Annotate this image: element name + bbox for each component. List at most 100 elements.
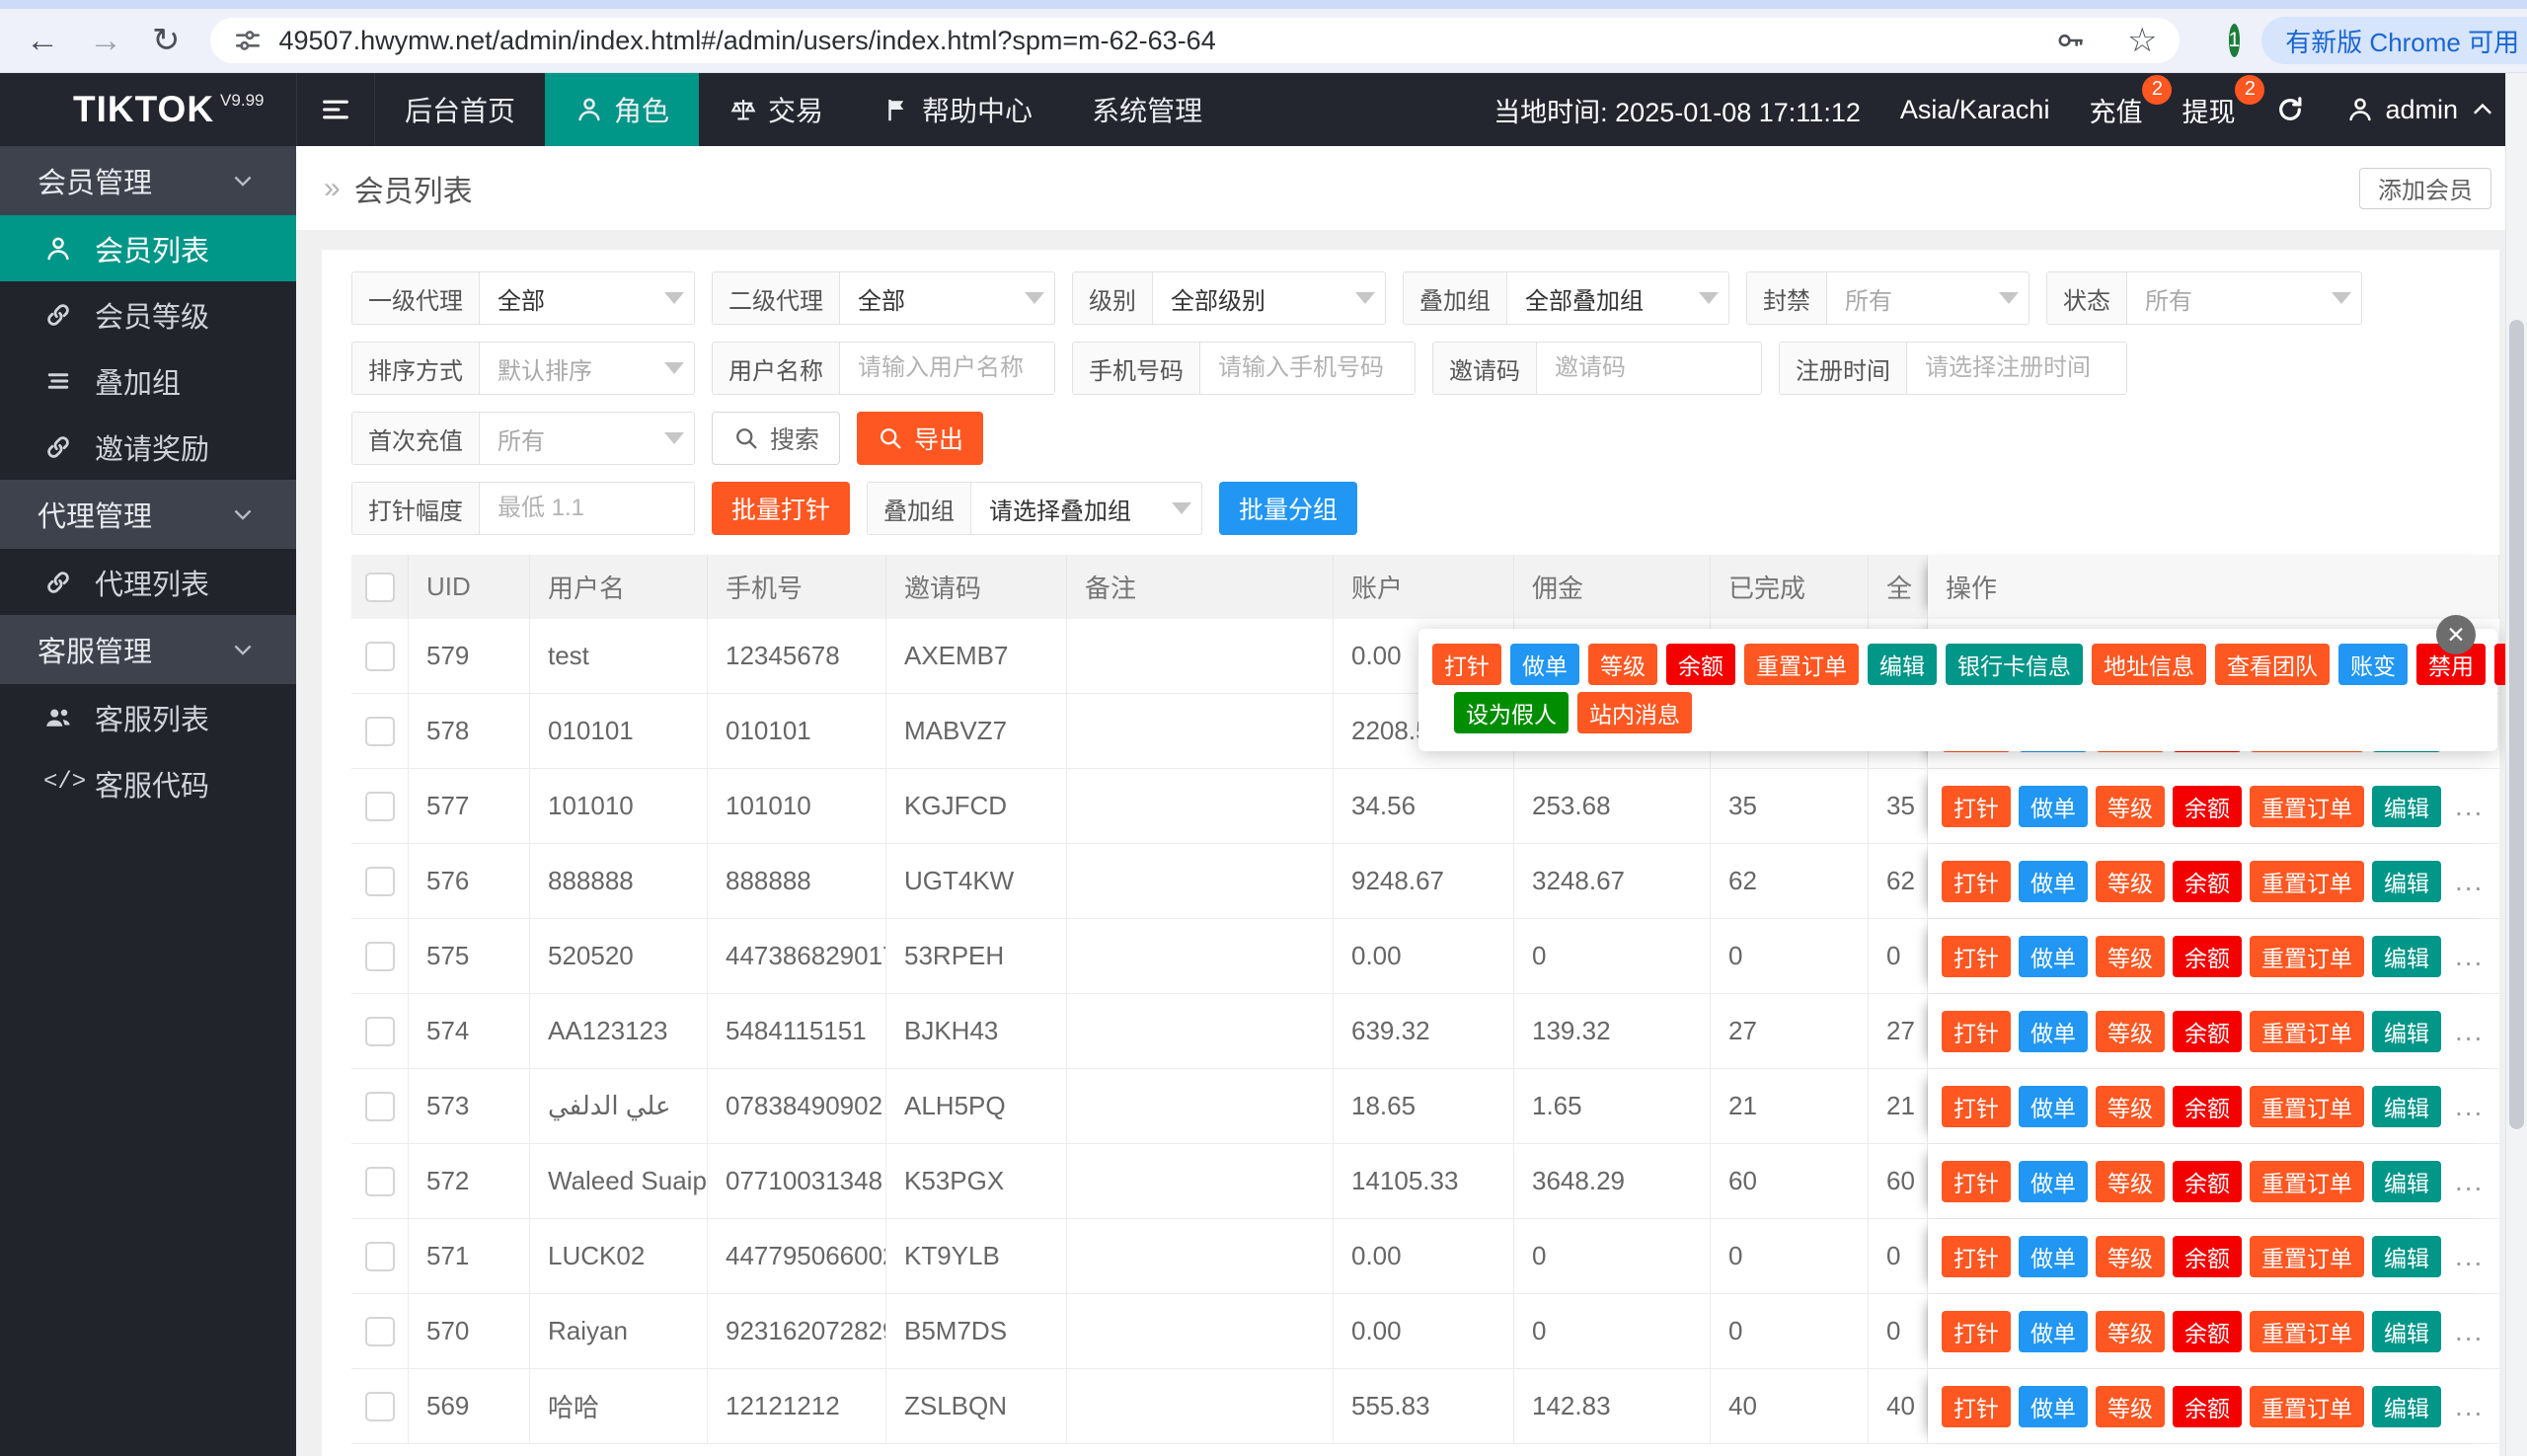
row-action-balance[interactable]: 余额 xyxy=(2173,935,2242,977)
row-action-inject[interactable]: 打针 xyxy=(1942,1010,2011,1052)
recharge-link[interactable]: 充值 2 xyxy=(2089,74,2173,129)
nav-item-home[interactable]: 后台首页 xyxy=(375,73,545,146)
row-action-make-order[interactable]: 做单 xyxy=(2019,785,2088,827)
popup-action-site-message[interactable]: 站内消息 xyxy=(1577,692,1692,733)
nav-item-trade[interactable]: 交易 xyxy=(699,73,853,146)
password-key-icon[interactable] xyxy=(2054,24,2088,57)
row-checkbox[interactable] xyxy=(364,1316,395,1346)
row-checkbox[interactable] xyxy=(364,866,395,896)
row-action-inject[interactable]: 打针 xyxy=(1942,785,2011,827)
row-more-button[interactable]: ... xyxy=(2455,1390,2485,1421)
row-action-level[interactable]: 等级 xyxy=(2096,785,2165,827)
chrome-update-pill[interactable]: 有新版 Chrome 可用 ⋮ xyxy=(2261,17,2527,64)
row-action-inject[interactable]: 打针 xyxy=(1942,1310,2011,1352)
row-action-make-order[interactable]: 做单 xyxy=(2019,1010,2088,1052)
nav-item-help-center[interactable]: 帮助中心 xyxy=(853,73,1062,146)
row-action-edit[interactable]: 编辑 xyxy=(2372,935,2441,977)
close-icon[interactable]: ✕ xyxy=(2436,615,2476,654)
stack-group-assign-select[interactable]: 请选择叠加组 xyxy=(971,483,1201,534)
row-action-make-order[interactable]: 做单 xyxy=(2019,1310,2088,1352)
level-2-agent-select[interactable]: 全部 xyxy=(840,272,1054,324)
row-action-reset-orders[interactable]: 重置订单 xyxy=(2250,785,2364,827)
inject-range-input[interactable] xyxy=(480,483,694,534)
popup-action-address-info[interactable]: 地址信息 xyxy=(2092,644,2206,685)
row-action-inject[interactable]: 打针 xyxy=(1942,860,2011,902)
row-more-button[interactable]: ... xyxy=(2455,1165,2485,1196)
row-action-level[interactable]: 等级 xyxy=(2096,935,2165,977)
select-all-checkbox[interactable] xyxy=(364,572,395,602)
popup-action-inject[interactable]: 打针 xyxy=(1432,644,1501,685)
back-button[interactable]: ← xyxy=(26,22,59,59)
popup-action-level[interactable]: 等级 xyxy=(1588,644,1657,685)
row-more-button[interactable]: ... xyxy=(2455,1315,2485,1346)
row-action-inject[interactable]: 打针 xyxy=(1942,1085,2011,1127)
sidebar-item-member-list[interactable]: 会员列表 xyxy=(0,215,296,281)
row-action-edit[interactable]: 编辑 xyxy=(2372,1235,2441,1277)
status-select[interactable]: 所有 xyxy=(2127,272,2361,324)
row-action-balance[interactable]: 余额 xyxy=(2173,1160,2242,1202)
first-recharge-select[interactable]: 所有 xyxy=(480,413,694,464)
row-action-make-order[interactable]: 做单 xyxy=(2019,860,2088,902)
add-member-button[interactable]: 添加会员 xyxy=(2359,167,2491,209)
row-action-balance[interactable]: 余额 xyxy=(2173,1235,2242,1277)
popup-action-set-fake-user[interactable]: 设为假人 xyxy=(1454,692,1569,733)
popup-action-edit[interactable]: 编辑 xyxy=(1868,644,1937,685)
row-action-balance[interactable]: 余额 xyxy=(2173,860,2242,902)
row-more-button[interactable]: ... xyxy=(2455,1015,2485,1046)
collapse-menu-button[interactable] xyxy=(296,73,375,146)
sidebar-item-invite-reward[interactable]: 邀请奖励 xyxy=(0,414,296,480)
row-action-reset-orders[interactable]: 重置订单 xyxy=(2250,1010,2364,1052)
ban-select[interactable]: 所有 xyxy=(1827,272,2029,324)
row-action-level[interactable]: 等级 xyxy=(2096,1385,2165,1427)
page-scrollbar[interactable] xyxy=(2505,73,2527,1456)
batch-group-button[interactable]: 批量分组 xyxy=(1219,482,1358,535)
popup-action-reset-orders[interactable]: 重置订单 xyxy=(1744,644,1859,685)
row-action-make-order[interactable]: 做单 xyxy=(2019,1235,2088,1277)
row-action-edit[interactable]: 编辑 xyxy=(2372,785,2441,827)
row-action-balance[interactable]: 余额 xyxy=(2173,1010,2242,1052)
username-input[interactable] xyxy=(840,343,1054,394)
popup-action-bank-card-info[interactable]: 银行卡信息 xyxy=(1946,644,2083,685)
sidebar-item-service-code[interactable]: </> 客服代码 xyxy=(0,750,296,816)
download-count-badge[interactable]: 1 xyxy=(2228,24,2241,57)
reload-button[interactable]: ↻ xyxy=(152,22,181,59)
forward-button[interactable]: → xyxy=(89,22,122,59)
row-action-reset-orders[interactable]: 重置订单 xyxy=(2250,1385,2364,1427)
row-action-level[interactable]: 等级 xyxy=(2096,1160,2165,1202)
row-action-balance[interactable]: 余额 xyxy=(2173,1085,2242,1127)
popup-action-account-changes[interactable]: 账变 xyxy=(2338,644,2408,685)
sidebar-item-agent-list[interactable]: 代理列表 xyxy=(0,549,296,615)
row-action-edit[interactable]: 编辑 xyxy=(2372,1010,2441,1052)
row-action-inject[interactable]: 打针 xyxy=(1942,935,2011,977)
row-checkbox[interactable] xyxy=(364,1016,395,1046)
stack-group-select[interactable]: 全部叠加组 xyxy=(1507,272,1728,324)
sidebar-item-member-level[interactable]: 会员等级 xyxy=(0,281,296,347)
sidebar-group-service-management[interactable]: 客服管理 xyxy=(0,615,296,684)
row-more-button[interactable]: ... xyxy=(2455,1090,2485,1121)
row-action-reset-orders[interactable]: 重置订单 xyxy=(2250,1235,2364,1277)
row-action-edit[interactable]: 编辑 xyxy=(2372,1160,2441,1202)
row-action-inject[interactable]: 打针 xyxy=(1942,1235,2011,1277)
site-settings-icon[interactable] xyxy=(232,25,264,56)
level-1-agent-select[interactable]: 全部 xyxy=(480,272,694,324)
row-more-button[interactable]: ... xyxy=(2455,865,2485,896)
address-bar[interactable]: 49507.hwymw.net/admin/index.html#/admin/… xyxy=(209,18,2180,63)
nav-item-system[interactable]: 系统管理 xyxy=(1062,73,1232,146)
row-action-make-order[interactable]: 做单 xyxy=(2019,1085,2088,1127)
row-action-edit[interactable]: 编辑 xyxy=(2372,1085,2441,1127)
sidebar-item-service-list[interactable]: 客服列表 xyxy=(0,684,296,750)
row-action-edit[interactable]: 编辑 xyxy=(2372,1385,2441,1427)
row-action-balance[interactable]: 余额 xyxy=(2173,1385,2242,1427)
nav-item-roles[interactable]: 角色 xyxy=(545,73,700,146)
search-button[interactable]: 搜索 xyxy=(712,412,841,465)
popup-action-view-team[interactable]: 查看团队 xyxy=(2215,644,2330,685)
phone-input[interactable] xyxy=(1200,343,1415,394)
row-checkbox[interactable] xyxy=(364,941,395,971)
row-action-edit[interactable]: 编辑 xyxy=(2372,1310,2441,1352)
row-action-level[interactable]: 等级 xyxy=(2096,860,2165,902)
row-checkbox[interactable] xyxy=(364,1166,395,1196)
row-more-button[interactable]: ... xyxy=(2455,1240,2485,1271)
row-checkbox[interactable] xyxy=(364,1241,395,1271)
sidebar-group-agent-management[interactable]: 代理管理 xyxy=(0,480,296,549)
row-checkbox[interactable] xyxy=(364,1391,395,1421)
